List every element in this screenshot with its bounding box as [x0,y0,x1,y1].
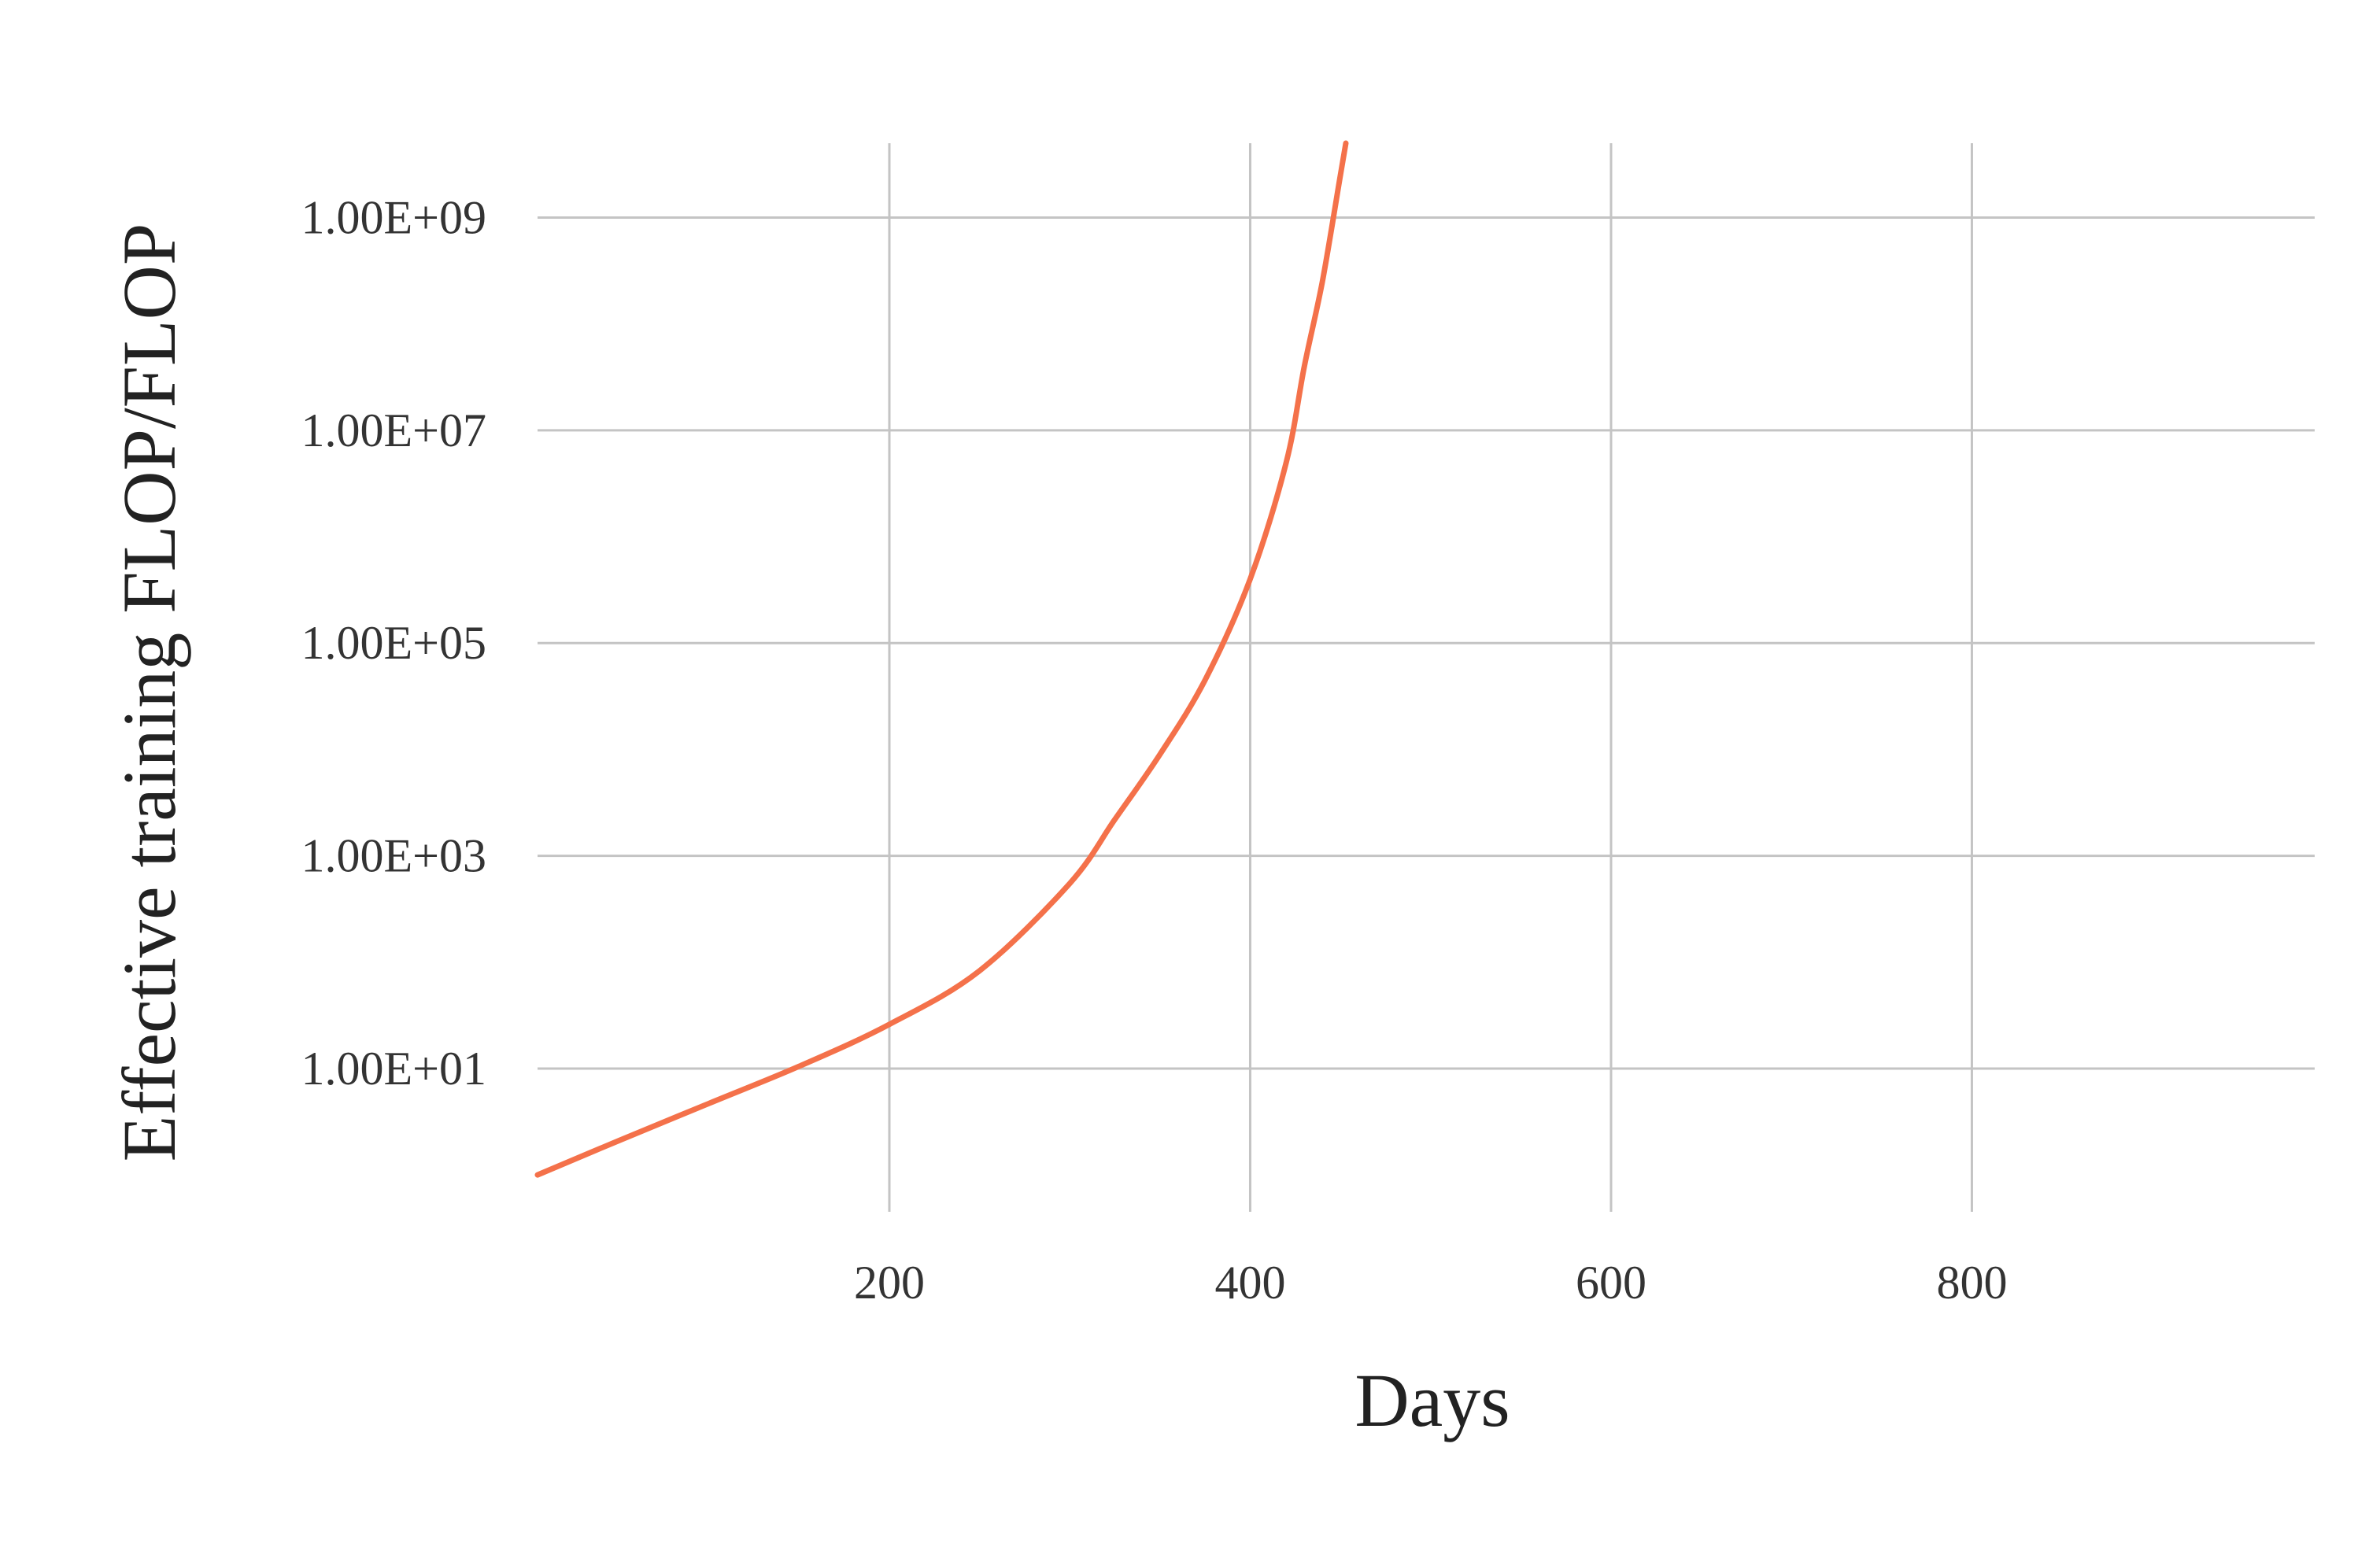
y-tick-label: 1.00E+09 [301,191,487,243]
x-axis-label: Days [1354,1358,1510,1442]
x-tick-label: 200 [854,1257,925,1309]
x-tick-label: 400 [1214,1257,1285,1309]
series-line [534,140,1349,1178]
y-tick-label: 1.00E+01 [301,1043,487,1095]
y-axis-ticks: 1.00E+01 1.00E+03 1.00E+05 1.00E+07 1.00E+09 [301,191,487,1094]
horizontal-gridlines [538,216,2315,1070]
x-tick-label: 800 [1936,1257,2007,1309]
y-tick-label: 1.00E+03 [301,830,487,882]
x-axis-ticks: 200 400 600 800 [854,1257,2007,1309]
series-layer [534,140,1349,1178]
x-tick-label: 600 [1576,1257,1646,1309]
y-tick-label: 1.00E+07 [301,404,487,456]
y-tick-label: 1.00E+05 [301,617,487,669]
y-axis-label: Effective training FLOP/FLOP [107,223,191,1162]
vertical-gridlines [888,143,1973,1212]
